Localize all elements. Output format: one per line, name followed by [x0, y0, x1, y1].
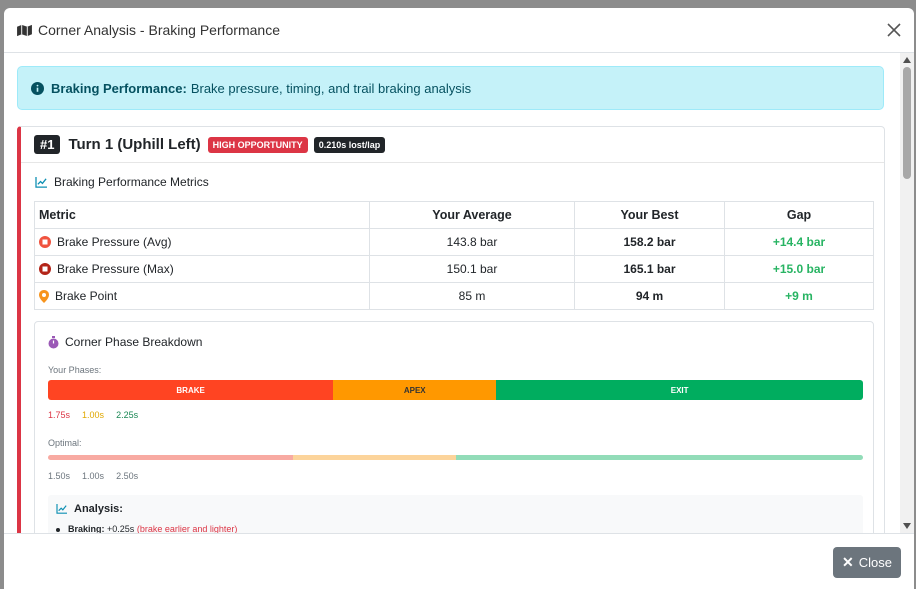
gap-value: +9 m: [724, 282, 874, 310]
info-alert-heading: Braking Performance:: [51, 80, 187, 96]
scroll-up-arrow[interactable]: [903, 57, 911, 63]
metrics-table: Metric Your Average Your Best Gap Brake …: [34, 201, 874, 310]
optimal-phase-segment: [48, 455, 293, 460]
table-row: Brake Pressure (Avg) 143.8 bar 158.2 bar…: [34, 228, 874, 256]
close-button[interactable]: ✕ Close: [833, 547, 901, 578]
phase-segment-apex: APEX: [333, 380, 497, 400]
corner-rank-badge: #1: [34, 135, 61, 154]
col-gap: Gap: [724, 201, 874, 229]
metric-label: Brake Pressure (Max): [57, 262, 174, 276]
col-average: Your Average: [369, 201, 575, 229]
best-value: 165.1 bar: [574, 255, 725, 283]
analysis-item-braking: Braking: +0.25s (brake earlier and light…: [56, 524, 237, 533]
your-phase-times: 1.75s 1.00s 2.25s: [48, 410, 150, 420]
phase-title: Corner Phase Breakdown: [65, 335, 203, 349]
optimal-phase-bar: [48, 455, 863, 460]
scroll-down-arrow[interactable]: [903, 523, 911, 529]
your-phase-time: 1.75s: [48, 410, 71, 420]
optimal-phase-time: 2.50s: [116, 471, 139, 481]
analysis-heading: Analysis:: [56, 503, 123, 515]
map-icon: [17, 24, 32, 36]
your-phase-time: 1.00s: [82, 410, 105, 420]
your-phase-time: 2.25s: [116, 410, 139, 420]
average-value: 150.1 bar: [369, 255, 575, 283]
your-phases-label: Your Phases:: [48, 365, 102, 375]
stop-circle-filled-icon: [39, 263, 51, 275]
phase-segment-brake: BRAKE: [48, 380, 334, 400]
optimal-phase-segment: [455, 455, 863, 460]
analysis-item-note: (brake earlier and lighter): [136, 524, 238, 533]
analysis-title: Analysis:: [74, 503, 123, 515]
modal-footer: ✕ Close: [4, 533, 914, 589]
line-chart-icon: [35, 176, 47, 188]
gap-value: +14.4 bar: [724, 228, 874, 256]
analysis-item-label: Braking:: [68, 524, 105, 533]
modal-header: Corner Analysis - Braking Performance: [4, 8, 914, 53]
modal-scrollbar[interactable]: [900, 53, 914, 533]
info-alert: Braking Performance: Brake pressure, tim…: [17, 66, 884, 110]
analysis-box: Analysis: Braking: +0.25s (brake earlier…: [48, 495, 863, 533]
close-icon[interactable]: [882, 18, 906, 42]
phase-breakdown-panel: Corner Phase Breakdown Your Phases: BRAK…: [34, 321, 874, 533]
table-row: Brake Point 85 m 94 m +9 m: [34, 282, 874, 310]
analysis-item-value: +0.25s: [107, 524, 135, 533]
metrics-header-row: Metric Your Average Your Best Gap: [34, 201, 874, 229]
your-phase-bar: BRAKE APEX EXIT: [48, 380, 863, 400]
metric-cell: Brake Point: [34, 282, 370, 310]
time-lost-badge: 0.210s lost/lap: [313, 136, 386, 153]
stop-circle-outline-icon: [39, 236, 51, 248]
col-best: Your Best: [574, 201, 725, 229]
corner-card-header: #1 Turn 1 (Uphill Left) HIGH OPPORTUNITY…: [21, 127, 884, 163]
metric-cell: Brake Pressure (Avg): [34, 228, 370, 256]
optimal-label: Optimal:: [48, 438, 82, 448]
corner-analysis-modal: Corner Analysis - Braking Performance Br…: [4, 8, 914, 589]
stopwatch-icon: [48, 335, 59, 348]
optimal-phase-time: 1.50s: [48, 471, 71, 481]
corner-card: #1 Turn 1 (Uphill Left) HIGH OPPORTUNITY…: [17, 126, 885, 533]
gap-value: +15.0 bar: [724, 255, 874, 283]
close-button-label: Close: [858, 555, 892, 570]
metric-label: Brake Point: [55, 289, 118, 303]
average-value: 143.8 bar: [369, 228, 575, 256]
optimal-phase-segment: [292, 455, 456, 460]
col-metric: Metric: [34, 201, 370, 229]
phase-segment-exit: EXIT: [496, 380, 863, 400]
best-value: 158.2 bar: [574, 228, 725, 256]
bullet: [56, 527, 60, 532]
info-icon: [31, 81, 44, 95]
metric-label: Brake Pressure (Avg): [57, 235, 172, 249]
modal-body[interactable]: Braking Performance: Brake pressure, tim…: [4, 53, 900, 533]
metric-cell: Brake Pressure (Max): [34, 255, 370, 283]
close-button-icon: ✕: [842, 554, 854, 570]
modal-title: Corner Analysis - Braking Performance: [38, 22, 280, 38]
phase-section-title: Corner Phase Breakdown: [48, 335, 202, 349]
metrics-section-title: Braking Performance Metrics: [35, 175, 209, 189]
line-chart-icon: [56, 504, 67, 514]
best-value: 94 m: [574, 282, 725, 310]
corner-name: Turn 1 (Uphill Left): [68, 136, 201, 153]
info-alert-text: Brake pressure, timing, and trail brakin…: [190, 80, 472, 96]
opportunity-badge: HIGH OPPORTUNITY: [207, 136, 308, 153]
optimal-phase-time: 1.00s: [82, 471, 105, 481]
optimal-phase-times: 1.50s 1.00s 2.50s: [48, 471, 150, 481]
scroll-thumb[interactable]: [903, 67, 911, 179]
table-row: Brake Pressure (Max) 150.1 bar 165.1 bar…: [34, 255, 874, 283]
metrics-title: Braking Performance Metrics: [54, 175, 209, 189]
average-value: 85 m: [369, 282, 575, 310]
map-pin-icon: [39, 289, 49, 303]
